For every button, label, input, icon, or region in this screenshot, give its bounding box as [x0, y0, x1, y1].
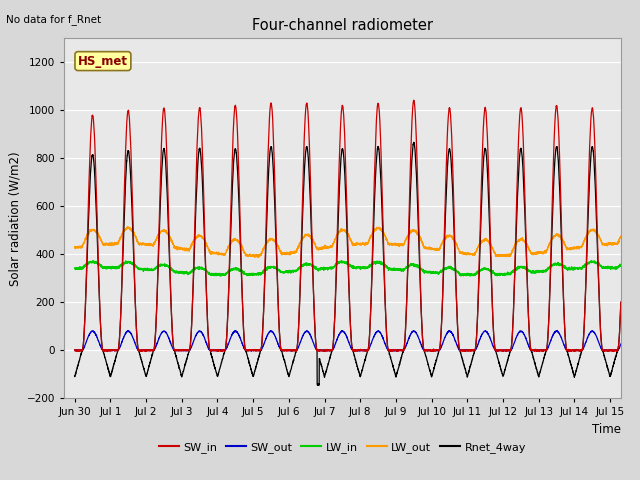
LW_out	[251, 254, 259, 260]
SW_out	[517, 328, 525, 334]
SW_in	[189, 278, 197, 284]
LW_in	[545, 266, 553, 272]
Legend: SW_in, SW_out, LW_in, LW_out, Rnet_4way: SW_in, SW_out, LW_in, LW_out, Rnet_4way	[154, 438, 531, 457]
LW_out	[71, 244, 79, 250]
SW_out	[189, 339, 197, 345]
SW_in	[103, 348, 111, 354]
Title: Four-channel radiometer: Four-channel radiometer	[252, 18, 433, 33]
SW_in	[71, 348, 79, 353]
SW_out	[545, 342, 553, 348]
SW_out	[381, 342, 389, 348]
LW_in	[412, 264, 420, 269]
Line: Rnet_4way: Rnet_4way	[75, 143, 640, 385]
Rnet_4way	[413, 169, 420, 175]
LW_in	[517, 264, 525, 270]
Y-axis label: Solar radiation (W/m2): Solar radiation (W/m2)	[8, 151, 21, 286]
LW_in	[216, 273, 224, 279]
LW_out	[382, 234, 390, 240]
Rnet_4way	[314, 383, 321, 388]
Rnet_4way	[517, 146, 525, 152]
SW_in	[413, 136, 420, 142]
LW_in	[381, 262, 389, 268]
SW_in	[560, 308, 568, 313]
SW_out	[339, 328, 346, 334]
Rnet_4way	[381, 311, 389, 316]
SW_out	[385, 348, 392, 354]
SW_out	[413, 330, 420, 336]
SW_in	[545, 305, 553, 311]
Line: SW_out: SW_out	[75, 331, 640, 351]
LW_out	[560, 240, 568, 245]
LW_out	[413, 229, 420, 235]
Line: LW_out: LW_out	[75, 227, 640, 257]
SW_in	[517, 105, 525, 111]
LW_out	[517, 237, 525, 242]
Rnet_4way	[410, 140, 417, 145]
LW_in	[560, 264, 568, 269]
LW_out	[545, 241, 553, 247]
Text: No data for f_Rnet: No data for f_Rnet	[6, 14, 102, 25]
LW_out	[124, 224, 131, 229]
Rnet_4way	[189, 286, 197, 292]
Rnet_4way	[71, 373, 79, 379]
X-axis label: Time: Time	[592, 423, 621, 436]
LW_in	[189, 266, 197, 272]
LW_out	[189, 238, 197, 244]
LW_in	[623, 258, 631, 264]
SW_out	[71, 348, 79, 353]
SW_in	[410, 97, 417, 103]
Rnet_4way	[560, 309, 568, 314]
LW_in	[71, 265, 79, 271]
Text: HS_met: HS_met	[78, 55, 128, 68]
SW_in	[381, 311, 389, 316]
Rnet_4way	[545, 307, 553, 312]
Line: LW_in: LW_in	[75, 261, 640, 276]
Line: SW_in: SW_in	[75, 100, 640, 351]
SW_out	[560, 342, 568, 348]
